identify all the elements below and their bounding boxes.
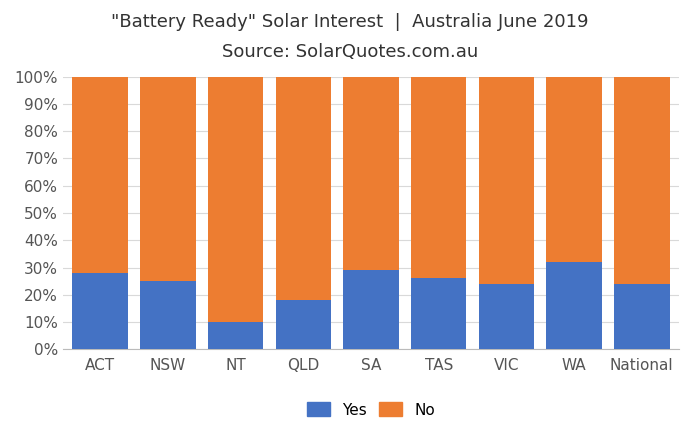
Bar xyxy=(479,77,534,284)
Bar xyxy=(140,77,196,281)
Bar xyxy=(479,284,534,349)
Text: Source: SolarQuotes.com.au: Source: SolarQuotes.com.au xyxy=(222,43,478,60)
Bar xyxy=(208,322,263,349)
Bar xyxy=(343,77,399,270)
Bar xyxy=(614,284,669,349)
Bar xyxy=(73,273,128,349)
Bar xyxy=(276,77,331,300)
Bar xyxy=(411,77,466,279)
Bar xyxy=(140,281,196,349)
Bar xyxy=(411,279,466,349)
Bar xyxy=(614,77,669,284)
Bar xyxy=(208,77,263,322)
Bar xyxy=(73,77,128,273)
Bar xyxy=(343,270,399,349)
Bar xyxy=(276,300,331,349)
Bar xyxy=(546,262,602,349)
Bar xyxy=(546,77,602,262)
Text: "Battery Ready" Solar Interest  |  Australia June 2019: "Battery Ready" Solar Interest | Austral… xyxy=(111,13,589,31)
Legend: Yes, No: Yes, No xyxy=(302,398,440,422)
